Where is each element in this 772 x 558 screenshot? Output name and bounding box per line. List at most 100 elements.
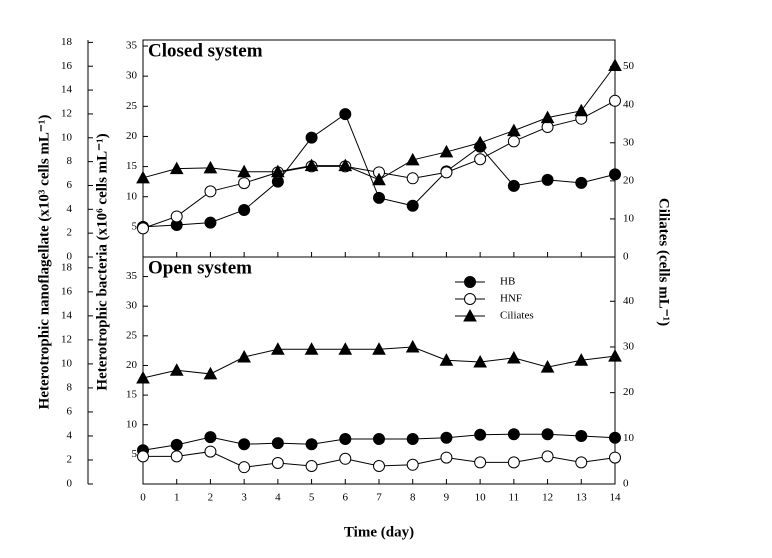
y-tick-label: 5 [132,448,138,460]
data-point [372,172,386,186]
x-tick-label: 10 [475,492,487,504]
data-point [170,438,183,451]
data-point [405,339,420,353]
data-point [574,353,589,366]
y2-tick-label: 0 [623,478,629,490]
y3-tick-label: 0 [67,478,73,490]
data-point [406,199,419,212]
y-tick-label: 10 [126,418,138,430]
y2-tick-label: 40 [623,98,635,110]
y-tick-label: 5 [132,220,138,232]
y3-tick-label: 16 [61,285,73,297]
y-tick-label: 25 [126,329,138,341]
data-point [608,349,622,362]
y3-tick-label: 2 [67,227,73,239]
y-tick-label: 15 [126,389,138,401]
data-point [204,216,217,229]
y-tick-label: 10 [126,190,138,202]
y3-tick-label: 2 [67,454,73,466]
x-axis-title: Time (day) [344,524,414,540]
y3-tick-label: 6 [67,405,73,417]
data-point [339,432,352,445]
data-point [204,431,217,444]
data-point [169,161,184,175]
y3-tick-label: 16 [61,60,73,72]
data-point [405,152,420,166]
data-point [609,94,621,107]
data-point [575,176,588,189]
legend-marker [464,276,476,288]
y3-tick-label: 8 [67,155,73,167]
data-point [440,431,453,444]
data-point [372,342,386,355]
data-point [439,144,454,158]
data-point [507,179,520,192]
data-point [238,177,251,190]
data-point [373,459,385,472]
y2-tick-label: 10 [623,212,635,224]
panel-title: Open system [148,257,252,278]
y2-tick-label: 50 [623,60,635,72]
x-tick-label: 4 [275,492,281,504]
y-tick-label: 35 [126,40,138,52]
data-point [271,456,284,469]
data-point [339,452,352,465]
x-tick-label: 9 [444,492,450,504]
data-point [507,428,520,441]
legend-label: Ciliates [500,310,534,322]
y-tick-label: 15 [126,160,138,172]
data-point [170,210,183,223]
data-point [575,456,588,469]
x-tick-label: 7 [376,492,382,504]
data-point [136,370,150,384]
data-point [474,456,487,469]
data-point [507,350,521,364]
data-point [170,450,183,463]
y-tick-label: 20 [126,130,138,142]
data-point [473,135,487,149]
data-point [271,437,284,450]
data-point [608,58,622,72]
data-point [541,450,554,463]
y2-tick-label: 0 [623,251,629,263]
data-point [507,456,520,469]
data-point [271,342,285,355]
x-tick-label: 2 [208,492,214,504]
y2-tick-label: 30 [623,341,635,353]
y-tick-label: 30 [126,300,138,312]
data-point [305,438,318,451]
data-point [338,342,353,355]
y3-axis-title: Heterotrophic nanoflagellate (x10³ cells… [36,115,52,410]
x-tick-label: 6 [343,492,349,504]
data-point [406,172,419,185]
data-point [137,450,149,463]
y3-tick-label: 10 [61,357,73,369]
y3-tick-label: 0 [67,251,73,263]
data-point [136,170,150,184]
data-point [238,461,251,474]
data-point [169,363,184,376]
y3-tick-label: 4 [67,429,73,441]
x-tick-label: 8 [410,492,416,504]
y2-tick-label: 10 [623,432,635,444]
legend-label: HNF [500,293,522,305]
y3-tick-label: 6 [67,179,73,191]
data-point [305,131,318,144]
data-point [439,353,454,366]
data-point [474,428,487,441]
data-point [237,349,251,363]
legend-label: HB [500,276,515,288]
data-point [406,432,419,445]
data-point [541,428,554,441]
data-point [203,160,218,174]
y-tick-label: 35 [126,270,138,282]
data-point [204,445,217,458]
y2-axis-title: Ciliates (cells mL⁻¹) [656,198,672,326]
data-point [540,360,555,373]
legend-marker [464,293,476,305]
y3-tick-label: 12 [61,333,72,345]
data-point [339,108,352,121]
x-tick-label: 11 [509,492,520,504]
y3-tick-label: 14 [61,84,73,96]
